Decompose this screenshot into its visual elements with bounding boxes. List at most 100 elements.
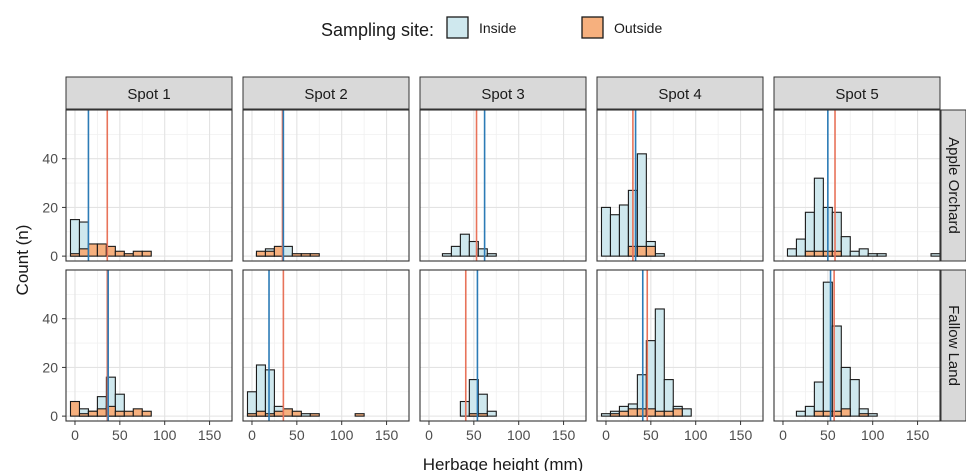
- panel-border: [419, 269, 587, 422]
- histogram-bar-inside: [486, 410, 497, 417]
- histogram-bar-outside: [831, 250, 842, 257]
- histogram-bar-inside: [636, 153, 647, 257]
- histogram-bar-outside: [255, 250, 266, 257]
- histogram-bar-outside: [654, 410, 665, 417]
- histogram-bar-inside: [813, 177, 824, 257]
- histogram-bar-inside: [867, 253, 878, 257]
- histogram-bar-inside: [849, 250, 860, 257]
- histogram-bar-outside: [132, 408, 143, 417]
- x-tick-label: 150: [198, 427, 222, 443]
- histogram-bar-inside: [600, 206, 612, 257]
- histogram-bar-inside: [795, 238, 806, 257]
- histogram-bar-outside: [627, 408, 638, 417]
- x-tick-label: 100: [330, 427, 354, 443]
- histogram-bar-inside: [264, 369, 275, 417]
- x-tick-label: 50: [289, 427, 305, 443]
- column-strip-label: Spot 5: [835, 86, 878, 103]
- histogram-bar-outside: [636, 245, 647, 257]
- histogram-bar-inside: [876, 253, 887, 257]
- histogram-bar-inside: [459, 233, 470, 257]
- histogram-bar-inside: [654, 308, 665, 417]
- facet-panel: [242, 109, 410, 262]
- histogram-bar-outside: [87, 410, 98, 417]
- histogram-bar-outside: [291, 410, 302, 417]
- y-tick-label: 20: [42, 359, 58, 375]
- x-tick-label: 100: [684, 427, 708, 443]
- histogram-bar-inside: [618, 204, 629, 257]
- panel-background: [597, 270, 763, 421]
- histogram-bar-inside: [69, 219, 81, 257]
- histogram-bar-outside: [96, 243, 107, 257]
- column-strip: [596, 76, 764, 110]
- histogram-bar-outside: [477, 413, 488, 417]
- histogram-bar-outside: [264, 250, 275, 257]
- x-tick-label: 50: [112, 427, 128, 443]
- histogram-bar-outside: [87, 243, 98, 257]
- column-strip: [65, 76, 233, 110]
- histogram-bar-inside: [609, 214, 620, 257]
- row-strip-label: Apple Orchard: [945, 137, 962, 234]
- histogram-bar-outside: [663, 410, 674, 417]
- histogram-bar-inside: [486, 253, 497, 257]
- histogram-bar-inside: [930, 253, 941, 257]
- histogram-bar-outside: [78, 248, 89, 257]
- panel-background: [66, 270, 232, 421]
- panel-background: [243, 110, 409, 261]
- column-strip: [419, 76, 587, 110]
- row-strip-label: Fallow Land: [945, 305, 962, 386]
- histogram-bar-outside: [114, 250, 125, 257]
- panel-border: [242, 269, 410, 422]
- histogram-bar-inside: [786, 248, 797, 257]
- panel-background: [420, 110, 586, 261]
- x-tick-label: 0: [71, 427, 79, 443]
- facet-panels: Spot 1 Spot 2 Spot 3 Spot 4 Spot 5 Apple Orch…: [65, 76, 966, 422]
- x-tick-label: 150: [906, 427, 930, 443]
- histogram-bar-outside: [813, 250, 824, 257]
- panel-background: [774, 110, 940, 261]
- legend-label-inside: Inside: [479, 20, 517, 36]
- column-strip-label: Spot 2: [304, 86, 347, 103]
- histogram-bar-outside: [96, 408, 107, 417]
- histogram-bar-outside: [69, 253, 81, 257]
- histogram-bar-outside: [618, 410, 629, 417]
- facet-panel: [419, 269, 587, 422]
- panel-border: [596, 269, 764, 422]
- panel-background: [420, 270, 586, 421]
- column-strip: [242, 76, 410, 110]
- panel-border: [773, 269, 941, 422]
- panel-border: [65, 109, 233, 262]
- column-strip-label: Spot 4: [658, 86, 701, 103]
- y-tick-label: 40: [42, 311, 58, 327]
- histogram-bar-outside: [78, 413, 89, 417]
- x-tick-label: 100: [153, 427, 177, 443]
- histogram-bar-outside: [123, 410, 134, 417]
- facet-panel: [242, 269, 410, 422]
- facet-panel: [596, 269, 764, 422]
- x-tick-label: 150: [375, 427, 399, 443]
- histogram-bar-outside: [264, 413, 275, 417]
- panel-background: [66, 110, 232, 261]
- histogram-bar-inside: [459, 400, 470, 417]
- histogram-bar-outside: [255, 410, 266, 417]
- histogram-bar-inside: [663, 379, 674, 417]
- panel-border: [596, 109, 764, 262]
- x-tick-label: 100: [861, 427, 885, 443]
- histogram-bar-outside: [132, 250, 143, 257]
- facet-panel: [596, 109, 764, 262]
- x-tick-label: 100: [507, 427, 531, 443]
- legend-key-outside: [581, 16, 604, 39]
- histogram-bar-inside: [282, 245, 293, 257]
- histogram-bar-outside: [672, 408, 683, 417]
- x-tick-label: 0: [425, 427, 433, 443]
- histogram-bar-inside: [840, 236, 851, 257]
- histogram-bar-inside: [300, 413, 311, 417]
- histogram-bar-outside: [291, 253, 302, 257]
- facet-panel: [419, 109, 587, 262]
- x-tick-label: 0: [248, 427, 256, 443]
- x-tick-label: 50: [820, 427, 836, 443]
- histogram-bar-outside: [123, 253, 134, 257]
- facet-panel: [65, 109, 233, 262]
- histogram-bar-inside: [255, 364, 266, 417]
- histogram-bar-outside: [69, 400, 81, 417]
